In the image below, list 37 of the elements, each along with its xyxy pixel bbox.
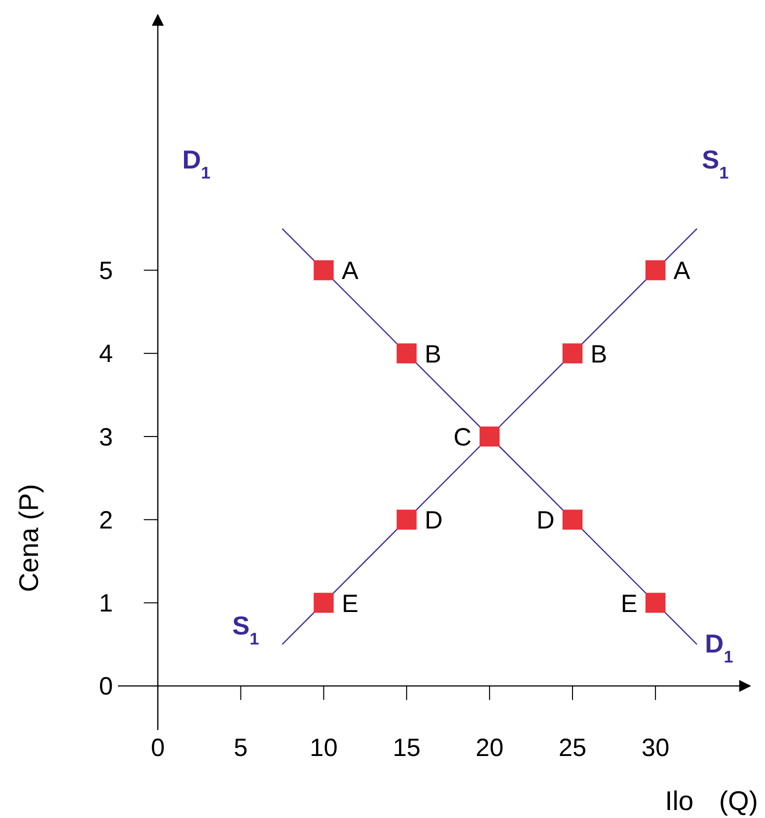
- y-tick-label: 4: [99, 340, 114, 368]
- annotation: B: [424, 340, 442, 368]
- annotation: E: [342, 590, 358, 618]
- x-tick-label: 20: [476, 734, 504, 762]
- y-tick-label: 5: [99, 256, 113, 285]
- text: D$_{1}$: [182, 144, 210, 182]
- y-axis-title: Cena (P): [14, 484, 44, 592]
- point: [314, 592, 334, 613]
- annotation: A: [673, 257, 690, 286]
- point: [396, 343, 417, 364]
- y-tick-label: 3: [99, 423, 113, 452]
- annotation: D: [536, 506, 555, 535]
- annotation: E: [620, 590, 638, 618]
- x-tick-label: 5: [234, 734, 248, 762]
- point: [562, 510, 583, 530]
- y-tick-label: 2: [99, 506, 113, 534]
- annotation: A: [342, 257, 359, 286]
- series-label: S$_{1}$: [232, 610, 259, 648]
- annotation: C: [454, 424, 472, 452]
- x-axis-title: Ilo (Q): [664, 786, 758, 816]
- x-tick-label: 30: [642, 734, 670, 762]
- y-tick-label: 1: [99, 590, 113, 618]
- annotation: D: [424, 506, 443, 535]
- point: [645, 260, 666, 280]
- y-tick-label: 0: [99, 672, 113, 701]
- series-label: D$_{1}$: [704, 628, 734, 666]
- point: [562, 343, 583, 364]
- text: S$_{1}$: [702, 144, 729, 182]
- x-tick-label: 10: [310, 734, 338, 762]
- x-tick-label: 0: [150, 734, 165, 762]
- point: [480, 426, 500, 447]
- point: [396, 510, 417, 530]
- point: [645, 592, 666, 613]
- x-tick-label: 25: [558, 734, 586, 762]
- x-tick-label: 15: [392, 734, 421, 762]
- annotation: B: [590, 340, 608, 368]
- point: [314, 260, 334, 280]
